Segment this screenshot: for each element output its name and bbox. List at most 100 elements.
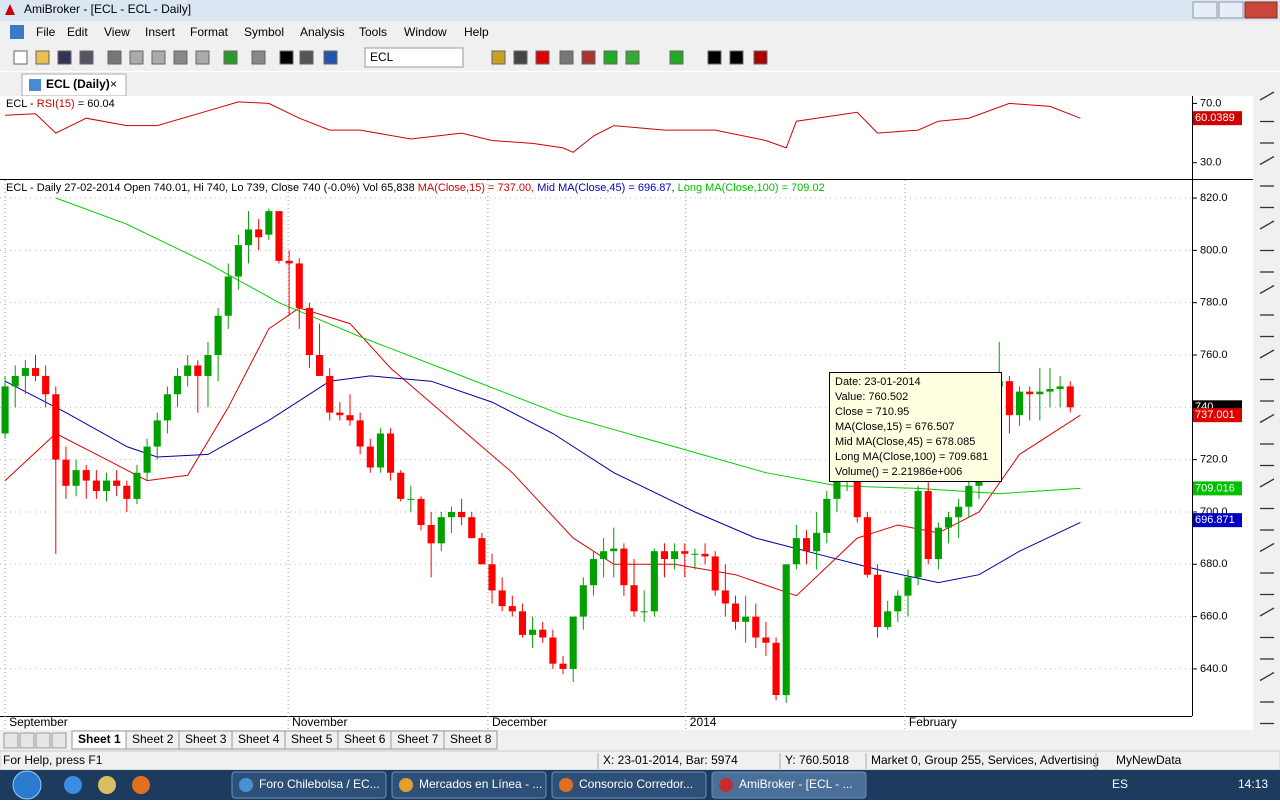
symbol-combo[interactable] [364, 47, 464, 68]
drawing-tool[interactable] [1259, 607, 1275, 617]
menu-item[interactable]: File [36, 25, 56, 39]
candle-body [356, 420, 364, 447]
toolbar-button[interactable] [603, 50, 618, 65]
tray-clock[interactable]: 14:13 [1238, 777, 1268, 791]
drawing-tool[interactable] [1259, 91, 1275, 101]
drawing-tool[interactable] [1259, 220, 1275, 230]
candle-body [1066, 386, 1074, 408]
candle-body [244, 229, 253, 246]
task-label: Foro Chilebolsa / EC... [259, 777, 380, 791]
toolbar-button[interactable] [299, 50, 314, 65]
task-button[interactable] [391, 771, 547, 799]
close-button[interactable] [1244, 1, 1278, 19]
start-button[interactable] [12, 770, 42, 800]
tray-lang[interactable]: ES [1112, 777, 1128, 791]
candle-body [376, 433, 384, 468]
drawing-tool[interactable] [1259, 542, 1275, 553]
candle-body [234, 245, 242, 277]
menu-item[interactable]: Help [464, 25, 489, 39]
indicator-line [4, 307, 1081, 597]
toolbar-button[interactable] [223, 50, 238, 65]
header-part: RSI(15) [37, 98, 75, 110]
candle-body [21, 368, 29, 376]
maximize-button[interactable] [1218, 1, 1244, 19]
drawing-tool[interactable] [1259, 284, 1275, 295]
drawing-tool[interactable] [1259, 478, 1275, 488]
value-marker [1193, 513, 1242, 528]
menu-item[interactable]: Window [404, 25, 447, 39]
toolbar-button[interactable] [753, 50, 768, 65]
candle-body [397, 472, 405, 499]
drawing-tool[interactable] [1259, 349, 1275, 359]
toolbar-button[interactable] [669, 50, 684, 65]
toolbar-button[interactable] [107, 50, 122, 65]
sheet-nav[interactable] [19, 732, 35, 749]
candle-body [630, 585, 638, 612]
sheet-tab[interactable] [443, 730, 498, 750]
firefox-icon[interactable] [132, 776, 150, 794]
header-part: ECL - [6, 98, 37, 110]
candle-body [265, 211, 273, 235]
toolbar-button[interactable] [35, 50, 50, 65]
tooltip-line: Date: 23-01-2014 [835, 376, 921, 388]
app-icon [5, 4, 15, 15]
task-button[interactable] [231, 771, 387, 799]
candle-body [508, 606, 516, 612]
menu-item[interactable]: Edit [67, 25, 88, 39]
menu-item[interactable]: Insert [145, 25, 176, 39]
toolbar-button[interactable] [251, 50, 266, 65]
tab-close[interactable]: × [110, 77, 117, 91]
symbol-combo-text: ECL [370, 50, 394, 64]
task-button[interactable] [551, 771, 707, 799]
x-tick-label: September [9, 715, 68, 729]
sheet-nav[interactable] [3, 732, 19, 749]
candle-body [498, 590, 506, 607]
candle-body [823, 498, 831, 533]
candle-body [488, 564, 496, 591]
task-icon [399, 778, 413, 792]
chart-area [0, 96, 1253, 716]
toolbar-button[interactable] [625, 50, 640, 65]
candle-body [153, 420, 161, 447]
indicator-line [5, 101, 1081, 153]
drawing-tool[interactable] [1259, 671, 1275, 682]
menu-item[interactable]: Tools [359, 25, 387, 39]
y-tick-label: 820.0 [1200, 192, 1228, 204]
toolbar-button[interactable] [491, 50, 506, 65]
explorer-icon[interactable] [98, 776, 116, 794]
toolbar-button[interactable] [79, 50, 94, 65]
menu-item[interactable]: Symbol [244, 25, 284, 39]
toolbar-button[interactable] [151, 50, 166, 65]
x-tick-label: November [292, 715, 347, 729]
menu-item[interactable]: Format [190, 25, 229, 39]
toolbar-button[interactable] [535, 50, 550, 65]
sheet-tab-label: Sheet 8 [450, 732, 492, 746]
ie-icon[interactable] [64, 776, 82, 794]
toolbar-button[interactable] [195, 50, 210, 65]
toolbar-button[interactable] [559, 50, 574, 65]
menu-item[interactable]: Analysis [300, 25, 345, 39]
toolbar-button[interactable] [513, 50, 528, 65]
toolbar-button[interactable] [581, 50, 596, 65]
tooltip: Date: 23-01-2014 Value: 760.502 Close = 71… [829, 372, 1002, 482]
toolbar-button[interactable] [729, 50, 744, 65]
sheet-nav[interactable] [51, 732, 67, 749]
drawing-tool[interactable] [1259, 413, 1275, 424]
toolbar-button[interactable] [323, 50, 338, 65]
sheet-nav[interactable] [35, 732, 51, 749]
minimize-button[interactable] [1192, 1, 1218, 19]
task-button[interactable] [711, 771, 867, 799]
toolbar-button[interactable] [279, 50, 294, 65]
candle-body [143, 446, 151, 473]
sheet-tab-label: Sheet 7 [397, 732, 439, 746]
toolbar-button[interactable] [173, 50, 188, 65]
toolbar-button[interactable] [57, 50, 72, 65]
candle-body [123, 485, 131, 499]
menu-item[interactable]: View [104, 25, 130, 39]
toolbar-button[interactable] [13, 50, 28, 65]
toolbar-button[interactable] [707, 50, 722, 65]
toolbar-button[interactable] [129, 50, 144, 65]
y-tick-label: 70.0 [1200, 97, 1221, 109]
drawing-tool[interactable] [1259, 155, 1275, 166]
